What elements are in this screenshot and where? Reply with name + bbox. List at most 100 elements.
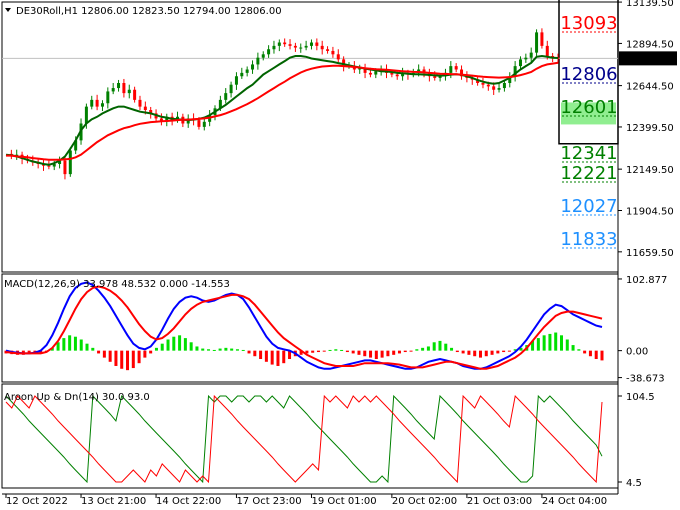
macd-histogram-bar	[450, 347, 454, 351]
macd-histogram-bar	[166, 339, 170, 351]
main-title: DE30Roll,H1 12806.00 12823.50 12794.00 1…	[16, 6, 282, 17]
price-box-label: 12027	[560, 196, 617, 217]
macd-histogram-bar	[207, 349, 211, 351]
macd-histogram-bar	[102, 350, 106, 358]
x-tick-label: 13 Oct 21:00	[81, 496, 146, 507]
macd-histogram-bar	[461, 350, 465, 354]
price-box-label: 12806	[560, 64, 617, 85]
macd-histogram-bar	[594, 350, 598, 360]
macd-histogram-bar	[305, 350, 309, 354]
macd-histogram-bar	[334, 349, 338, 351]
candle-body	[540, 32, 544, 46]
signal-line	[5, 285, 603, 370]
candle-body	[47, 165, 51, 167]
aroon-y-tick-label: 4.5	[626, 478, 642, 489]
x-tick-label: 14 Oct 22:00	[156, 496, 221, 507]
macd-histogram-bar	[299, 350, 303, 355]
macd-histogram-bar	[467, 350, 471, 355]
price-box-label: 12221	[560, 163, 617, 184]
candle-body	[513, 66, 517, 77]
candle-body	[304, 45, 308, 48]
macd-histogram-bar	[397, 350, 401, 354]
aroon-title: Aroon Up & Dn(14) 30.0 93.0	[4, 392, 150, 403]
macd-histogram-bar	[253, 350, 257, 357]
candle-body	[395, 74, 399, 77]
candle-body	[433, 76, 437, 78]
macd-histogram-bar	[154, 347, 158, 351]
macd-histogram-bar	[328, 349, 332, 351]
candle-body	[508, 76, 512, 83]
macd-histogram-bar	[108, 350, 112, 362]
macd-histogram-bar	[224, 347, 228, 351]
y-tick-label: 12894.50	[626, 39, 674, 50]
candle-body	[272, 45, 276, 50]
macd-histogram-bar	[548, 333, 552, 351]
macd-histogram-bar	[50, 347, 54, 351]
macd-histogram-bar	[114, 350, 118, 366]
y-tick-label: 12644.50	[626, 82, 674, 93]
fast-ma-line	[5, 54, 559, 166]
macd-y-tick-label: 102.877	[626, 275, 667, 286]
macd-histogram-bar	[502, 350, 506, 353]
candle-body	[293, 45, 297, 48]
macd-histogram-bar	[183, 338, 187, 351]
candle-body	[486, 84, 490, 87]
candle-body	[556, 57, 560, 59]
candle-body	[460, 69, 464, 77]
candle-body	[100, 103, 104, 107]
green-zone	[561, 102, 616, 125]
candle-body	[234, 76, 238, 85]
macd-histogram-bar	[351, 350, 355, 354]
y-tick-label: 11659.50	[626, 248, 674, 259]
candle-body	[159, 118, 163, 122]
candle-body	[283, 42, 287, 45]
macd-histogram-bar	[426, 346, 430, 351]
candle-body	[299, 47, 303, 49]
y-tick-label: 12149.50	[626, 165, 674, 176]
macd-histogram-bar	[316, 350, 320, 353]
candle-body	[138, 99, 142, 107]
x-tick-label: 21 Oct 03:00	[467, 496, 532, 507]
macd-histogram-bar	[369, 350, 373, 358]
candle-body	[63, 160, 67, 175]
candle-body	[502, 83, 506, 89]
candle-body	[111, 88, 115, 92]
macd-histogram-bar	[421, 347, 425, 351]
candle-body	[374, 71, 378, 75]
macd-histogram-bar	[588, 350, 592, 357]
candle-body	[133, 89, 137, 100]
candle-body	[90, 99, 94, 107]
current-price-tag	[619, 51, 677, 66]
macd-histogram-bar	[484, 350, 488, 357]
macd-histogram-bar	[311, 350, 315, 353]
x-tick-label: 24 Oct 04:00	[542, 496, 607, 507]
candle-body	[449, 66, 453, 73]
macd-histogram-bar	[56, 342, 60, 351]
candle-body	[143, 106, 147, 110]
macd-y-tick-label: -38.673	[626, 374, 665, 385]
y-tick-label: 12399.50	[626, 123, 674, 134]
price-box-label: 11833	[560, 229, 617, 250]
candle-body	[401, 72, 405, 77]
macd-histogram-bar	[536, 338, 540, 351]
macd-histogram-bar	[85, 343, 89, 351]
macd-histogram-bar	[282, 350, 286, 364]
macd-histogram-bar	[264, 350, 268, 362]
candle-body	[309, 42, 313, 46]
macd-histogram-bar	[322, 350, 326, 352]
candle-body	[358, 67, 362, 70]
candle-body	[336, 54, 340, 60]
candle-body	[68, 150, 72, 175]
macd-histogram-bar	[62, 338, 66, 351]
macd-histogram-bar	[288, 350, 292, 360]
x-tick-label: 20 Oct 02:00	[392, 496, 457, 507]
macd-histogram-bar	[455, 350, 459, 353]
candle-body	[454, 66, 458, 70]
macd-histogram-bar	[195, 346, 199, 351]
candle-body	[218, 99, 222, 109]
x-tick-label: 12 Oct 2022	[6, 496, 68, 507]
macd-histogram-bar	[583, 350, 587, 354]
macd-histogram-bar	[131, 350, 135, 369]
candle-body	[202, 121, 206, 127]
candle-body	[52, 164, 56, 167]
